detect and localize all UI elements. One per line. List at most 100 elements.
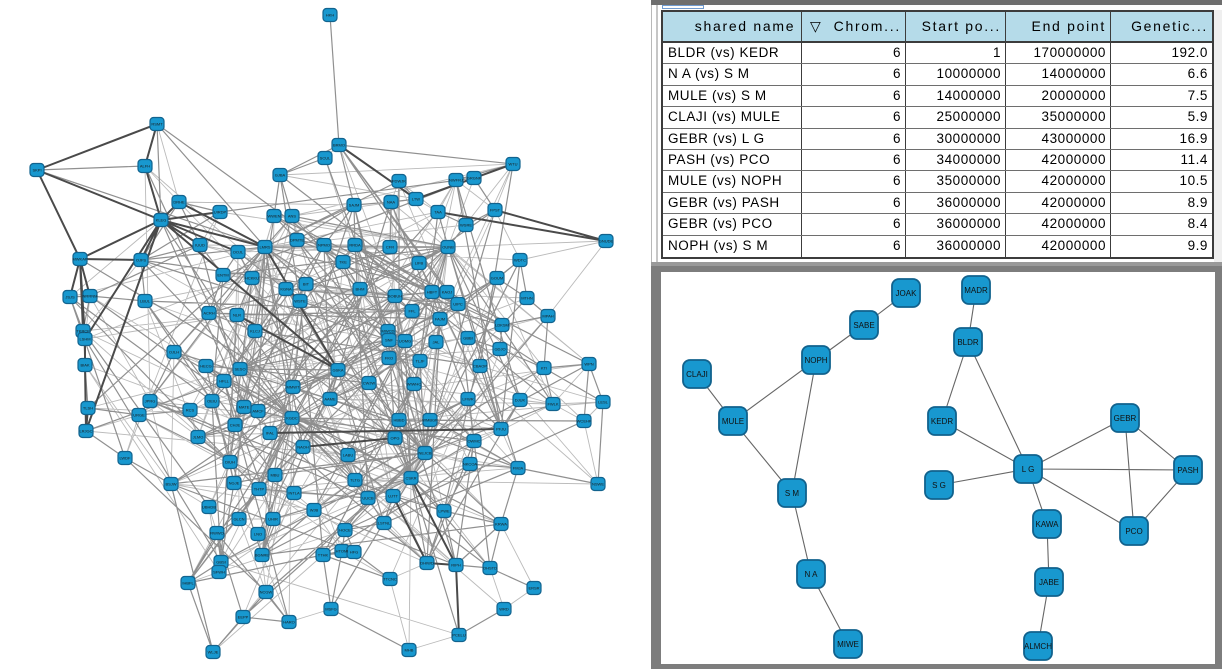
svg-text:WMBGP: WMBGP [422,418,438,423]
svg-text:NPMO: NPMO [318,243,330,248]
svg-text:HECG: HECG [200,364,212,369]
svg-text:WSTE: WSTE [294,299,306,304]
svg-text:JLMO: JLMO [193,435,204,440]
svg-text:KLCJ: KLCJ [250,329,260,334]
svg-text:ALMCH: ALMCH [1024,642,1052,651]
svg-text:FAJM: FAJM [435,317,445,322]
svg-text:HFG: HFG [350,550,358,555]
svg-text:SNF: SNF [385,338,394,343]
svg-text:OHSTD: OHSTD [483,566,497,571]
svg-text:BRMO: BRMO [333,143,345,148]
svg-text:JSJS: JSJS [65,295,75,300]
svg-text:UIRDP: UIRDP [214,210,227,215]
svg-text:CLAJI: CLAJI [686,370,708,379]
svg-text:TTHK: TTHK [318,553,329,558]
svg-text:MHB: MHB [405,648,414,653]
svg-text:LMRS: LMRS [259,245,270,250]
svg-text:EEPP: EEPP [238,615,249,620]
svg-text:FFL: FFL [408,309,416,314]
svg-text:MADR: MADR [964,286,988,295]
svg-text:RIPH: RIPH [451,563,461,568]
svg-text:OUNB: OUNB [442,245,454,250]
svg-text:ALFH: ALFH [140,164,150,169]
svg-text:BOBUH: BOBUH [388,294,402,299]
svg-text:UBHDB: UBHDB [202,505,216,510]
svg-text:NOPH: NOPH [804,356,827,365]
svg-text:JABE: JABE [1039,578,1059,587]
svg-text:ENTM: ENTM [217,273,228,278]
svg-text:DPMTE: DPMTE [290,238,304,243]
svg-text:GLCN: GLCN [233,517,244,522]
svg-text:UJTT: UJTT [388,494,398,499]
svg-text:HFLL: HFLL [219,379,230,384]
svg-text:MTHN: MTHN [521,296,533,301]
svg-text:L G: L G [1022,465,1035,474]
svg-text:JPRG: JPRG [145,399,156,404]
svg-text:HTOMI: HTOMI [336,549,349,554]
svg-text:UIPC: UIPC [453,302,463,307]
svg-text:KAOJ: KAOJ [442,290,452,295]
svg-text:KEDR: KEDR [931,417,953,426]
svg-text:GEBR: GEBR [1114,414,1137,423]
svg-text:N A: N A [805,570,819,579]
svg-text:HKH: HKH [326,13,335,18]
svg-text:AMCF: AMCF [252,409,264,414]
svg-text:HBBD: HBBD [393,418,404,423]
svg-text:PCELU: PCELU [452,633,465,638]
svg-text:WIWHC: WIWHC [407,382,422,387]
svg-text:HOCE: HOCE [339,528,351,533]
svg-text:CBAOP: CBAOP [473,364,487,369]
svg-text:GNUDE: GNUDE [599,239,614,244]
svg-text:LIFB: LIFB [415,261,424,266]
svg-text:TAA: TAA [434,210,442,215]
svg-text:SAJM: SAJM [349,203,360,208]
svg-text:DJUK: DJUK [515,398,526,403]
svg-text:SFWH: SFWH [213,570,225,575]
svg-text:IHBFL: IHBFL [182,581,194,586]
svg-text:IUUD: IUUD [195,243,205,248]
svg-text:OEIU: OEIU [207,399,217,404]
svg-text:WPN: WPN [584,362,593,367]
svg-text:NWFRJ: NWFRJ [449,178,463,183]
svg-text:OJFS: OJFS [136,258,147,263]
svg-text:MWKAP: MWKAP [72,257,87,262]
svg-text:FPST: FPST [490,208,501,213]
svg-text:BHM: BHM [356,287,365,292]
svg-text:RCS: RCS [186,408,195,413]
svg-text:CHJE: CHJE [230,423,241,428]
svg-text:NEJCB: NEJCB [418,451,431,456]
svg-text:WJB: WJB [310,508,319,513]
svg-text:BIAK: BIAK [80,363,89,368]
svg-text:SESO: SESO [234,367,245,372]
svg-text:NKCOA: NKCOA [463,462,478,467]
svg-text:MIWE: MIWE [837,640,859,649]
svg-text:OPG: OPG [391,436,400,441]
svg-text:MATE: MATE [239,405,250,410]
svg-text:CSKR: CSKR [405,476,416,481]
svg-text:LESL: LESL [598,400,609,405]
svg-text:NLR: NLR [233,313,241,318]
svg-text:FKO: FKO [385,356,393,361]
svg-text:MULE: MULE [722,417,744,426]
svg-text:JOAK: JOAK [896,289,918,298]
svg-text:TTCNC: TTCNC [383,577,397,582]
svg-text:DRHE: DRHE [173,200,185,205]
svg-text:S G: S G [932,481,946,490]
svg-text:OJLH: OJLH [169,350,179,355]
svg-text:WCEHF: WCEHF [577,419,592,424]
svg-text:LPWE: LPWE [438,509,450,514]
svg-text:KGDC: KGDC [286,416,298,421]
svg-text:NSWE: NSWE [592,482,604,487]
svg-text:MWCD: MWCD [382,329,395,334]
svg-text:NAA: NAA [387,200,396,205]
svg-text:DHIWD: DHIWD [420,561,434,566]
svg-text:GDJO: GDJO [494,347,505,352]
svg-text:CWJW: CWJW [363,381,376,386]
svg-text:OWMC: OWMC [467,439,480,444]
svg-text:MSFG: MSFG [325,607,337,612]
svg-text:ANS: ANS [288,214,297,219]
svg-text:ACRH: ACRH [203,311,214,316]
svg-text:CFR: CFR [386,245,394,250]
svg-text:SABE: SABE [853,321,874,330]
svg-text:RSMT: RSMT [151,122,163,127]
